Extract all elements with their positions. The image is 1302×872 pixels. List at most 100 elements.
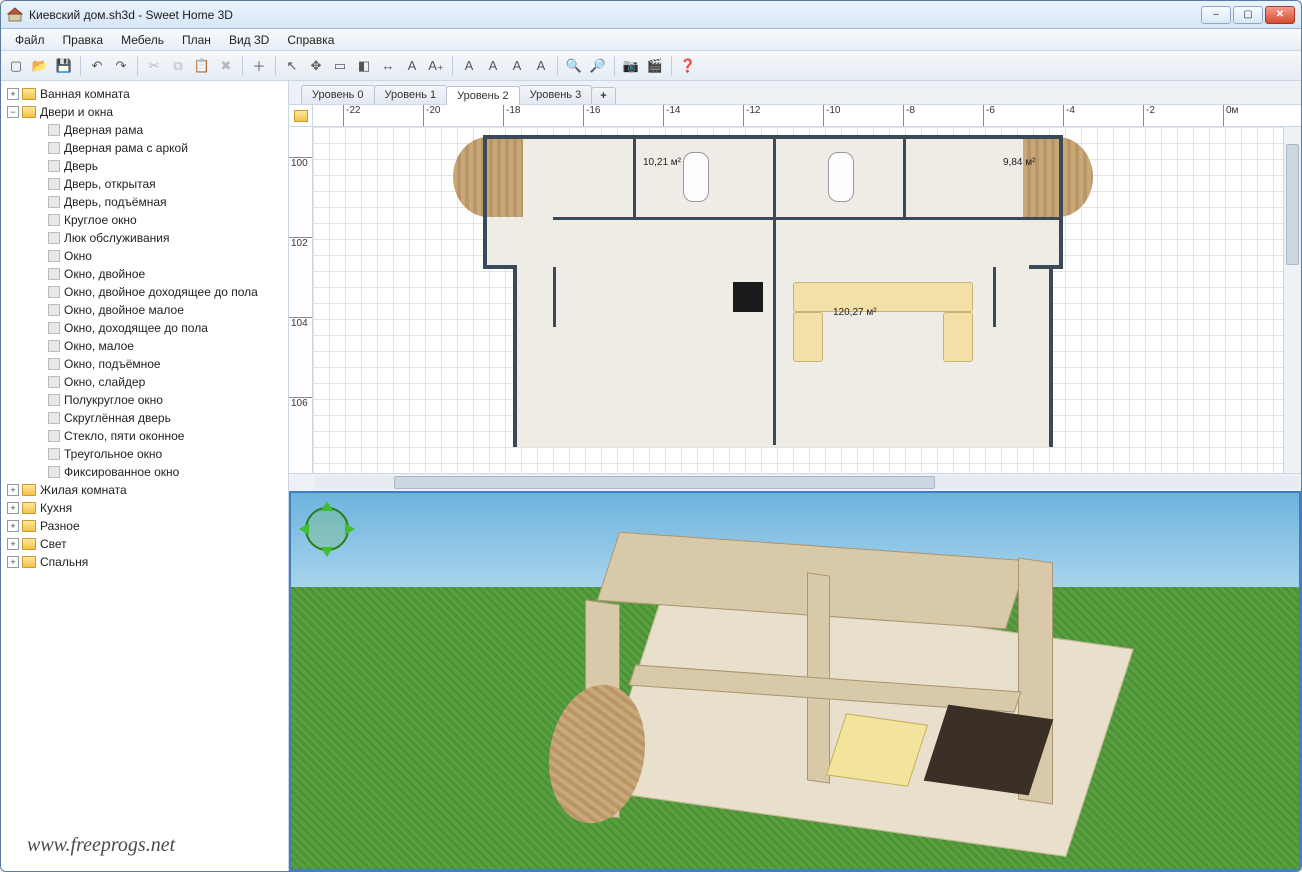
level-tab[interactable]: Уровень 0 — [301, 85, 375, 104]
ruler-origin[interactable] — [289, 105, 313, 126]
wall-icon[interactable]: ▭ — [329, 55, 351, 77]
ruler-tick: -6 — [983, 105, 995, 126]
catalog-item[interactable]: Дверь, подъёмная — [3, 193, 286, 211]
level-tab[interactable]: Уровень 1 — [374, 85, 448, 104]
catalog-category[interactable]: −Двери и окна — [3, 103, 286, 121]
dimension-icon[interactable]: ↔ — [377, 55, 399, 77]
toolbar: ▢📂💾↶↷✂⧉📋✖＋↖✥▭◧↔AA₊AAAA🔍🔎📷🎬❓ — [1, 51, 1301, 81]
select-icon[interactable]: ↖ — [281, 55, 303, 77]
ruler-tick: 104 — [289, 317, 312, 329]
catalog-item[interactable]: Окно, малое — [3, 337, 286, 355]
room-area-label: 10,21 м² — [643, 157, 681, 168]
stairs-right — [1023, 137, 1093, 217]
redo-icon[interactable]: ↷ — [110, 55, 132, 77]
catalog-item[interactable]: Фиксированное окно — [3, 463, 286, 481]
paste-icon[interactable]: 📋 — [191, 55, 213, 77]
catalog-item[interactable]: Полукруглое окно — [3, 391, 286, 409]
catalog-category[interactable]: +Свет — [3, 535, 286, 553]
ruler-tick: -10 — [823, 105, 840, 126]
close-button[interactable]: ✕ — [1265, 6, 1295, 24]
nav-left-icon[interactable] — [299, 523, 309, 535]
level-tab[interactable]: Уровень 3 — [519, 85, 593, 104]
minimize-button[interactable]: – — [1201, 6, 1231, 24]
stairs-left — [453, 137, 523, 217]
catalog-category[interactable]: +Разное — [3, 517, 286, 535]
video-icon[interactable]: 🎬 — [644, 55, 666, 77]
ruler-tick: -18 — [503, 105, 520, 126]
text-bold-icon[interactable]: A — [506, 55, 528, 77]
ruler-tick: -4 — [1063, 105, 1075, 126]
text-style-b-icon[interactable]: A — [482, 55, 504, 77]
photo-icon[interactable]: 📷 — [620, 55, 642, 77]
copy-icon[interactable]: ⧉ — [167, 55, 189, 77]
cut-icon[interactable]: ✂ — [143, 55, 165, 77]
plan-vertical-scrollbar[interactable] — [1283, 127, 1301, 473]
catalog-item[interactable]: Окно, двойное доходящее до пола — [3, 283, 286, 301]
catalog-item[interactable]: Окно — [3, 247, 286, 265]
level-tab[interactable]: Уровень 2 — [446, 86, 520, 105]
3d-nav-widget[interactable] — [299, 501, 355, 557]
level-tabs: Уровень 0Уровень 1Уровень 2Уровень 3+ — [289, 81, 1301, 105]
undo-icon[interactable]: ↶ — [86, 55, 108, 77]
catalog-item[interactable]: Окно, двойное малое — [3, 301, 286, 319]
help-icon[interactable]: ❓ — [677, 55, 699, 77]
nav-right-icon[interactable] — [345, 523, 355, 535]
add-level-button[interactable]: + — [591, 87, 615, 104]
catalog-item[interactable]: Окно, слайдер — [3, 373, 286, 391]
zoom-out-icon[interactable]: 🔎 — [587, 55, 609, 77]
catalog-item[interactable]: Окно, двойное — [3, 265, 286, 283]
ruler-tick: 102 — [289, 237, 312, 249]
plan-horizontal-scrollbar[interactable] — [289, 473, 1301, 491]
floorplan: 10,21 м²9,84 м²120,27 м² — [433, 127, 1153, 467]
text-icon[interactable]: A — [401, 55, 423, 77]
menu-план[interactable]: План — [174, 31, 219, 49]
plan-view[interactable]: 10,21 м²9,84 м²120,27 м² — [313, 127, 1283, 473]
maximize-button[interactable]: ▢ — [1233, 6, 1263, 24]
catalog-item[interactable]: Дверная рама с аркой — [3, 139, 286, 157]
ruler-tick: -22 — [343, 105, 360, 126]
open-icon[interactable]: 📂 — [29, 55, 51, 77]
catalog-item[interactable]: Дверь — [3, 157, 286, 175]
app-window: Киевский дом.sh3d - Sweet Home 3D – ▢ ✕ … — [0, 0, 1302, 872]
catalog-item[interactable]: Люк обслуживания — [3, 229, 286, 247]
catalog-category[interactable]: +Жилая комната — [3, 481, 286, 499]
catalog-category[interactable]: +Кухня — [3, 499, 286, 517]
catalog-item[interactable]: Круглое окно — [3, 211, 286, 229]
catalog-item[interactable]: Дверная рама — [3, 121, 286, 139]
catalog-category[interactable]: +Ванная комната — [3, 85, 286, 103]
text-size-icon[interactable]: A₊ — [425, 55, 447, 77]
save-icon[interactable]: 💾 — [53, 55, 75, 77]
zoom-in-icon[interactable]: 🔍 — [563, 55, 585, 77]
furniture-catalog[interactable]: +Ванная комната−Двери и окнаДверная рама… — [1, 81, 289, 871]
add-furniture-icon[interactable]: ＋ — [248, 55, 270, 77]
horizontal-ruler: -22-20-18-16-14-12-10-8-6-4-20м2 — [289, 105, 1301, 127]
menu-файл[interactable]: Файл — [7, 31, 53, 49]
menubar: ФайлПравкаМебельПланВид 3DСправка — [1, 29, 1301, 51]
menu-мебель[interactable]: Мебель — [113, 31, 172, 49]
room-area-label: 9,84 м² — [1003, 157, 1035, 168]
catalog-item[interactable]: Окно, подъёмное — [3, 355, 286, 373]
tv-furniture — [733, 282, 763, 312]
pan-icon[interactable]: ✥ — [305, 55, 327, 77]
menu-справка[interactable]: Справка — [279, 31, 342, 49]
nav-down-icon[interactable] — [321, 547, 333, 557]
new-file-icon[interactable]: ▢ — [5, 55, 27, 77]
menu-вид 3d[interactable]: Вид 3D — [221, 31, 277, 49]
catalog-item[interactable]: Окно, доходящее до пола — [3, 319, 286, 337]
catalog-item[interactable]: Стекло, пяти оконное — [3, 427, 286, 445]
catalog-category[interactable]: +Спальня — [3, 553, 286, 571]
catalog-item[interactable]: Скруглённая дверь — [3, 409, 286, 427]
text-italic-icon[interactable]: A — [530, 55, 552, 77]
ruler-tick: -12 — [743, 105, 760, 126]
ruler-tick: 100 — [289, 157, 312, 169]
ruler-tick: -20 — [423, 105, 440, 126]
menu-правка[interactable]: Правка — [55, 31, 112, 49]
delete-icon[interactable]: ✖ — [215, 55, 237, 77]
ruler-tick: -8 — [903, 105, 915, 126]
3d-view[interactable] — [289, 491, 1301, 871]
nav-up-icon[interactable] — [321, 501, 333, 511]
room-icon[interactable]: ◧ — [353, 55, 375, 77]
catalog-item[interactable]: Треугольное окно — [3, 445, 286, 463]
text-style-a-icon[interactable]: A — [458, 55, 480, 77]
catalog-item[interactable]: Дверь, открытая — [3, 175, 286, 193]
